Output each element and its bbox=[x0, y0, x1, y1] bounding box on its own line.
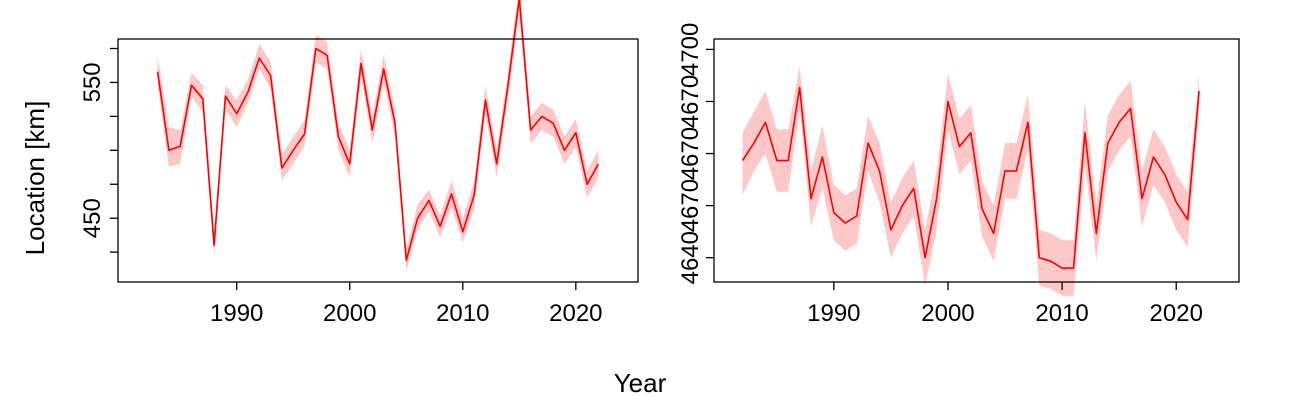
plot-frame-0 bbox=[117, 38, 639, 283]
x-tick-label-0-1: 2000 bbox=[323, 300, 376, 327]
x-tick-label-0-0: 1990 bbox=[210, 300, 263, 327]
y-tick-label-1-4: 4700 bbox=[677, 23, 704, 76]
x-tick-label-1-1: 2000 bbox=[921, 300, 974, 327]
x-axis-title: Year bbox=[614, 368, 667, 398]
x-tick-label-1-2: 2010 bbox=[1035, 300, 1088, 327]
x-tick-label-0-3: 2020 bbox=[549, 300, 602, 327]
x-tick-label-1-3: 2020 bbox=[1150, 300, 1203, 327]
y-axis-title: Location [km] bbox=[20, 101, 50, 256]
series-line-0 bbox=[156, 0, 600, 262]
confidence-band-1 bbox=[742, 66, 1200, 296]
x-tick-label-1-0: 1990 bbox=[807, 300, 860, 327]
x-tick-label-0-2: 2010 bbox=[436, 300, 489, 327]
y-tick-label-0-5: 550 bbox=[79, 62, 106, 102]
y-tick-label-1-1: 4670 bbox=[677, 179, 704, 232]
y-tick-label-0-1: 450 bbox=[79, 198, 106, 238]
y-tick-label-1-3: 4670 bbox=[677, 75, 704, 128]
left-chart-panel: 1990 2000 2010 2020 450 550 bbox=[79, 0, 639, 327]
y-tick-label-1-2: 4670 bbox=[677, 127, 704, 180]
series-line-1 bbox=[741, 86, 1200, 269]
y-tick-label-1-0: 4640 bbox=[677, 231, 704, 284]
confidence-band-0 bbox=[157, 0, 599, 272]
plot-frame-1 bbox=[713, 38, 1240, 283]
